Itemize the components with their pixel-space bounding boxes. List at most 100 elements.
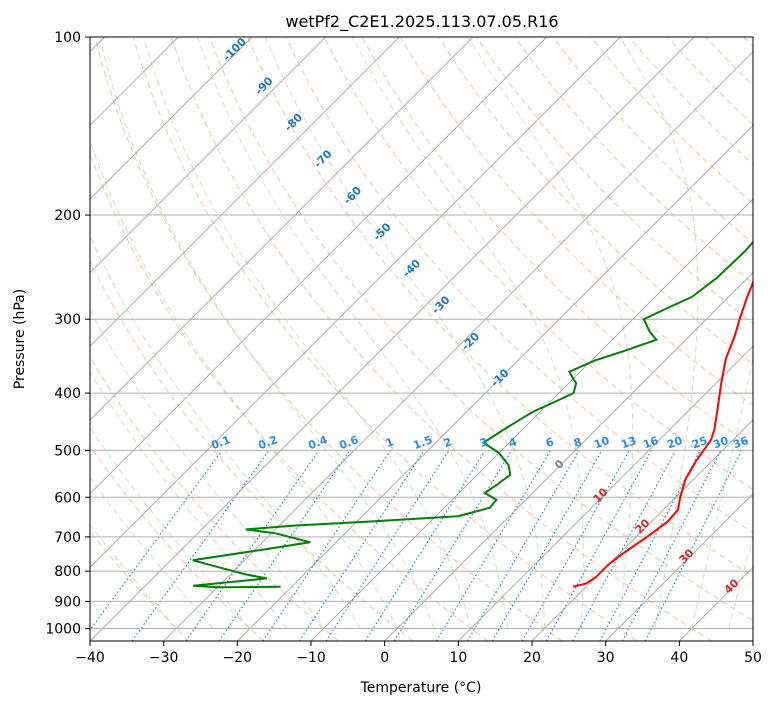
mixing-ratio-label: 25 — [690, 434, 709, 451]
chart-title: wetPf2_C2E1.2025.113.07.05.R16 — [285, 12, 558, 32]
mixing-ratio-line — [131, 450, 270, 641]
isotherm — [384, 271, 753, 641]
mixing-ratio-line — [218, 450, 351, 641]
dry-adiabat-label: 10 — [591, 485, 611, 505]
moist-adiabat — [143, 37, 472, 629]
isotherm-label: -100 — [220, 35, 249, 64]
dry-adiabat — [247, 37, 753, 577]
isotherm — [90, 37, 400, 348]
y-tick-label: 400 — [54, 386, 81, 402]
mixing-ratio-label: 3 — [478, 435, 490, 450]
isotherm-label: -60 — [341, 184, 364, 207]
isotherm-label: -50 — [370, 220, 393, 243]
moist-adiabat — [766, 37, 775, 629]
moist-adiabat — [90, 523, 177, 629]
dry-adiabat — [132, 37, 638, 641]
x-axis: −40 −30 −20 −10 0 10 20 30 40 50 — [75, 641, 762, 666]
dry-adiabat — [705, 37, 753, 87]
dry-adiabat — [90, 445, 264, 641]
isotherm — [90, 37, 474, 421]
isotherm-label: -70 — [311, 147, 334, 170]
dry-adiabat — [90, 356, 339, 641]
dry-adiabat — [552, 37, 753, 244]
moist-adiabat — [728, 534, 753, 629]
mixing-ratio-label: 2 — [442, 435, 454, 450]
series-lines — [192, 240, 753, 589]
moist-adiabat — [90, 138, 398, 629]
dry-adiabat — [94, 37, 563, 641]
y-tick-label: 800 — [54, 564, 81, 580]
isotherm — [531, 419, 753, 641]
y-axis-label: Pressure (hPa) — [12, 289, 28, 389]
mixing-ratio-line — [435, 450, 552, 641]
x-tick-label: 40 — [670, 650, 688, 666]
moist-adiabat — [90, 371, 288, 629]
isotherm-label: -40 — [400, 257, 423, 280]
mixing-ratio-label: 13 — [619, 434, 638, 451]
temperature-line — [572, 279, 753, 588]
y-tick-label: 200 — [54, 208, 81, 224]
mixing-ratio-line — [364, 450, 486, 641]
moist-adiabat — [90, 309, 324, 629]
freezing-label: 0 — [552, 457, 567, 472]
dry-adiabat — [437, 37, 753, 365]
mixing-ratio-line — [90, 450, 223, 631]
isotherm-label: -90 — [252, 74, 275, 97]
mixing-ratio-label: 0.1 — [209, 433, 232, 452]
isotherm — [236, 124, 753, 641]
isotherm — [90, 37, 621, 569]
dry-adiabat — [90, 152, 488, 641]
dry-adiabat — [323, 37, 753, 491]
dry-adiabat — [514, 37, 753, 284]
y-tick-label: 700 — [54, 530, 81, 546]
x-tick-label: 50 — [744, 650, 762, 666]
dry-adiabat-label: 30 — [677, 546, 697, 566]
dry-adiabat — [285, 37, 753, 534]
x-tick-label: −40 — [75, 650, 105, 666]
mixing-ratio-label: 0.2 — [256, 433, 279, 452]
dry-adiabat — [90, 530, 190, 641]
mixing-ratio-line — [521, 450, 630, 641]
y-tick-label: 300 — [54, 312, 81, 328]
x-tick-label: −30 — [149, 650, 179, 666]
mixing-ratio-line — [325, 450, 450, 641]
dewpoint-line — [192, 240, 753, 589]
mixing-ratio-line — [185, 450, 320, 641]
x-tick-label: 10 — [449, 650, 467, 666]
mixing-ratio-label: 30 — [711, 434, 730, 452]
mixing-ratio-line — [393, 450, 513, 641]
y-tick-label: 100 — [54, 30, 81, 46]
isotherm — [605, 492, 753, 641]
dry-adiabat-label: 20 — [633, 516, 653, 536]
y-axis: 100 200 300 400 500 600 700 800 900 1000 — [45, 30, 90, 637]
dry-adiabat — [209, 37, 753, 622]
moist-adiabat — [691, 355, 753, 629]
x-tick-label: −10 — [296, 650, 326, 666]
mixing-ratio-line — [545, 450, 652, 641]
moist-adiabat — [90, 426, 251, 629]
moist-adiabat — [352, 37, 584, 629]
y-tick-label: 600 — [54, 490, 81, 506]
mixing-ratio-label: 0.6 — [337, 433, 360, 452]
isotherm-label: -30 — [429, 293, 452, 316]
dry-adiabat — [743, 37, 753, 48]
isotherm — [310, 198, 753, 641]
mixing-ratio-label: 4 — [507, 435, 519, 450]
isotherm — [678, 566, 753, 641]
dry-adiabat — [170, 37, 712, 641]
moist-adiabat — [99, 37, 435, 629]
mixing-ratio-label: 0.4 — [306, 433, 329, 452]
line-labels: -100-90-80-70-60-50-40-30-20-10010203040… — [209, 35, 750, 597]
x-tick-label: 0 — [380, 650, 389, 666]
y-tick-label: 500 — [54, 443, 81, 459]
mixing-ratio-line — [491, 450, 603, 641]
x-tick-label: −20 — [223, 650, 253, 666]
mixing-ratio-label: 8 — [572, 435, 584, 450]
moist-adiabat — [619, 37, 699, 629]
mixing-ratio-label: 1 — [384, 435, 396, 450]
y-tick-label: 900 — [54, 594, 81, 610]
y-tick-label: 1000 — [45, 621, 81, 637]
plot-frame — [89, 36, 754, 642]
mixing-ratio-label: 6 — [544, 435, 556, 450]
